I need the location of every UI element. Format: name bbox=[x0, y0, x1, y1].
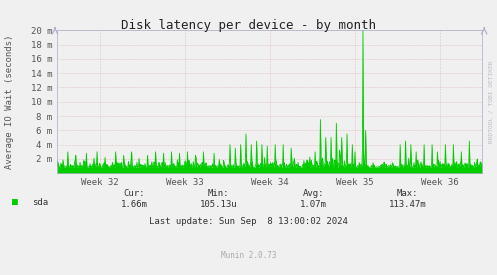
Text: ■: ■ bbox=[12, 197, 18, 207]
Text: Average IO Wait (seconds): Average IO Wait (seconds) bbox=[5, 35, 14, 169]
Text: RRDTOOL / TOBI OETIKER: RRDTOOL / TOBI OETIKER bbox=[489, 60, 494, 143]
Text: Last update: Sun Sep  8 13:00:02 2024: Last update: Sun Sep 8 13:00:02 2024 bbox=[149, 217, 348, 226]
Text: 1.66m: 1.66m bbox=[121, 200, 148, 209]
Text: Min:: Min: bbox=[208, 189, 230, 198]
Text: Disk latency per device - by month: Disk latency per device - by month bbox=[121, 19, 376, 32]
Text: sda: sda bbox=[32, 198, 48, 207]
Text: 113.47m: 113.47m bbox=[389, 200, 426, 209]
Text: Max:: Max: bbox=[397, 189, 418, 198]
Text: 1.07m: 1.07m bbox=[300, 200, 327, 209]
Text: Cur:: Cur: bbox=[123, 189, 145, 198]
Text: Munin 2.0.73: Munin 2.0.73 bbox=[221, 251, 276, 260]
Text: 105.13u: 105.13u bbox=[200, 200, 238, 209]
Text: Avg:: Avg: bbox=[302, 189, 324, 198]
